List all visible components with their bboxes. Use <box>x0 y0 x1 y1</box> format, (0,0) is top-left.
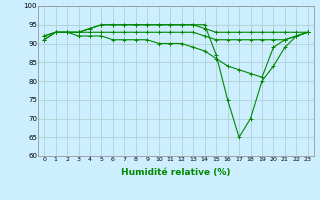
X-axis label: Humidité relative (%): Humidité relative (%) <box>121 168 231 177</box>
